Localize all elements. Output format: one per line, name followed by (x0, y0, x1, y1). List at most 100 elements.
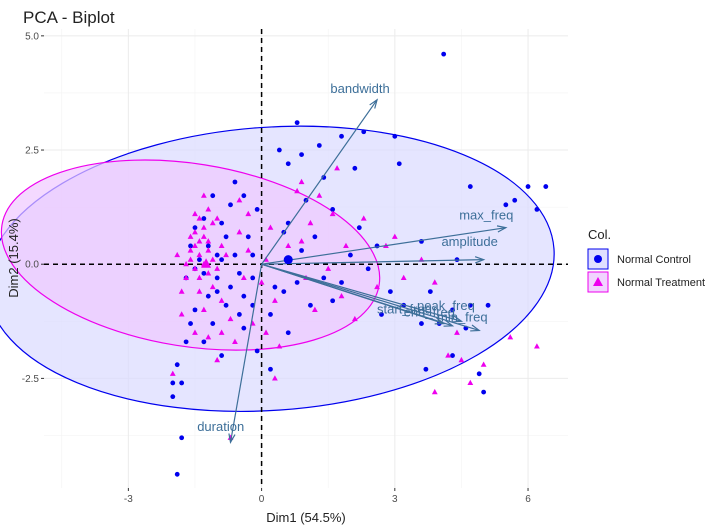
point-treatment (214, 215, 221, 221)
point-control (348, 252, 353, 258)
arrow-amplitude (261, 259, 484, 265)
point-control (210, 321, 216, 326)
point-control (339, 280, 344, 285)
point-control (179, 380, 185, 386)
legend-key-treatment-marker (593, 277, 603, 286)
point-control (232, 179, 238, 185)
point-treatment (205, 247, 212, 253)
point-control (419, 321, 424, 326)
arrow-label-end-freq: end_freq (404, 305, 455, 320)
point-treatment (187, 233, 194, 239)
arrowhead-bandwidth (369, 98, 379, 109)
point-treatment (285, 242, 292, 249)
point-treatment (187, 247, 194, 253)
point-control (512, 197, 518, 203)
point-treatment (343, 242, 349, 249)
point-control (170, 394, 176, 400)
point-control (192, 225, 198, 231)
point-treatment (200, 224, 207, 230)
point-treatment (218, 242, 225, 249)
point-control (441, 51, 447, 57)
centroid-control (283, 255, 293, 265)
arrowhead-max-freq (496, 225, 508, 233)
point-treatment (258, 279, 265, 285)
arrow-label-max-freq: max_freq (459, 207, 513, 222)
point-control (205, 243, 211, 249)
point-treatment (236, 197, 243, 203)
point-treatment (316, 192, 323, 198)
arrow-label-duration: duration (197, 419, 244, 434)
point-treatment (245, 210, 252, 217)
point-treatment (196, 274, 203, 281)
point-treatment (218, 297, 225, 303)
point-control (174, 362, 180, 368)
arrowhead-duration (228, 433, 236, 445)
point-treatment (196, 288, 203, 294)
point-treatment (183, 274, 190, 281)
point-control (223, 234, 229, 240)
point-control (467, 302, 473, 308)
point-treatment (276, 343, 283, 349)
arrow-max-freq (261, 227, 506, 265)
point-control (294, 120, 300, 126)
point-control (241, 325, 247, 331)
point-control (254, 207, 260, 212)
arrowhead-min-freq (470, 324, 481, 332)
y-axis-label: Dim2 (15.4%) (6, 218, 21, 297)
point-treatment (232, 338, 238, 344)
point-control (174, 471, 180, 477)
plot-panel: bandwidth max_freq amplitude duration start_… (0, 29, 568, 488)
point-control (201, 339, 207, 345)
point-control (356, 225, 362, 231)
point-treatment (214, 265, 221, 271)
data-points (169, 51, 549, 477)
group-centroids (201, 255, 293, 268)
point-treatment (400, 274, 407, 281)
point-control (427, 289, 433, 295)
point-treatment (192, 210, 198, 217)
point-control (481, 389, 487, 395)
point-treatment (205, 206, 212, 212)
point-treatment (391, 233, 398, 239)
point-control (352, 165, 358, 171)
confidence-ellipses (0, 125, 555, 412)
point-treatment (360, 215, 367, 221)
x-axis-label: Dim1 (54.5%) (266, 510, 345, 525)
point-control (188, 243, 193, 249)
point-control (276, 147, 282, 153)
point-treatment (374, 283, 380, 290)
point-treatment (329, 210, 336, 217)
point-treatment (298, 238, 305, 244)
point-treatment (192, 329, 198, 335)
point-treatment (209, 256, 216, 262)
point-treatment (209, 219, 216, 226)
point-control (245, 234, 251, 240)
point-control (525, 184, 531, 189)
chart-title: PCA - Biplot (23, 8, 115, 27)
arrow-bandwidth (261, 99, 378, 265)
point-control (241, 193, 247, 199)
arrowhead-peak-freq (452, 315, 464, 323)
point-control (299, 248, 304, 253)
point-control (250, 252, 256, 258)
point-treatment (200, 233, 207, 239)
point-control (534, 207, 540, 212)
point-treatment (467, 379, 474, 386)
legend: Col. Normal Control Normal Treatment (587, 227, 705, 293)
point-treatment (480, 361, 487, 367)
legend-key-control-marker (594, 255, 602, 263)
point-control (294, 280, 300, 285)
centroid-treatment (201, 258, 212, 268)
point-treatment (338, 292, 345, 299)
point-treatment (294, 187, 301, 194)
point-control (316, 143, 322, 148)
arrow-label-min-freq: min_freq (437, 309, 488, 324)
point-control (312, 234, 318, 240)
x-tick-label: -3 (124, 494, 133, 505)
point-control (272, 284, 278, 290)
point-control (228, 202, 233, 208)
point-treatment (240, 274, 247, 281)
arrow-label-start-freq: start_freq (377, 302, 432, 317)
legend-label-control: Normal Control (617, 254, 691, 266)
